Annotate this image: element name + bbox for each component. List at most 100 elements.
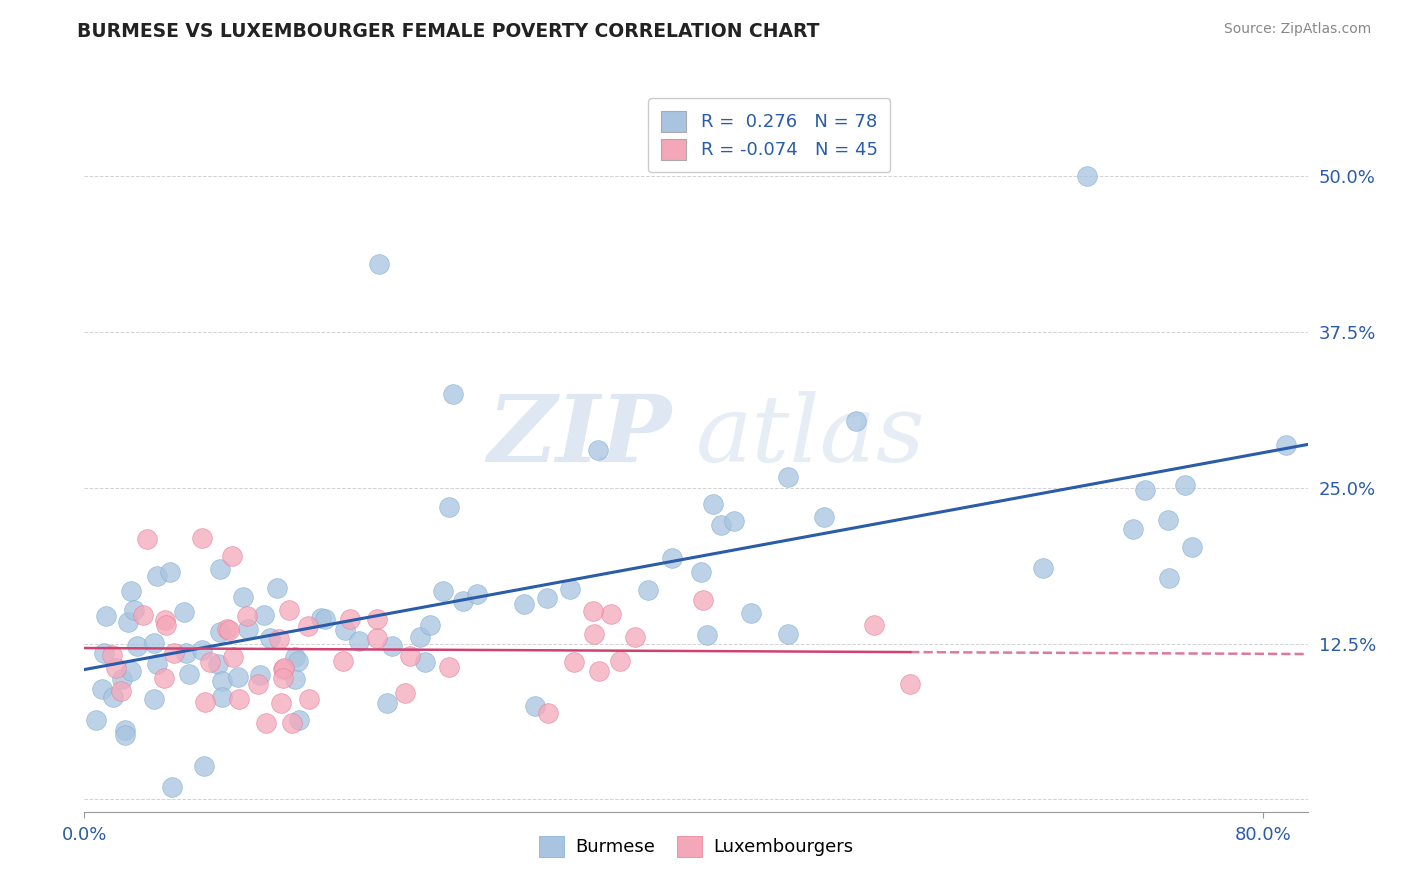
Point — [209, 562, 232, 576]
Point — [366, 632, 388, 646]
Point — [211, 673, 233, 688]
Point — [600, 607, 623, 621]
Point — [333, 624, 356, 638]
Point — [465, 587, 488, 601]
Point — [778, 627, 800, 641]
Point — [222, 649, 245, 664]
Point — [253, 608, 276, 623]
Point — [249, 667, 271, 681]
Point — [120, 664, 142, 678]
Point — [637, 583, 659, 598]
Point — [159, 566, 181, 580]
Point — [281, 715, 304, 730]
Point — [155, 618, 177, 632]
Point — [200, 655, 222, 669]
Point — [110, 672, 132, 686]
Point — [208, 624, 231, 639]
Point — [419, 618, 441, 632]
Point — [114, 723, 136, 737]
Point — [145, 569, 167, 583]
Point — [314, 612, 336, 626]
Point — [339, 612, 361, 626]
Point — [193, 759, 215, 773]
Point — [266, 581, 288, 595]
Point — [558, 582, 581, 597]
Point — [288, 714, 311, 728]
Point — [236, 622, 259, 636]
Point — [120, 583, 142, 598]
Point — [562, 656, 585, 670]
Point — [297, 618, 319, 632]
Point — [690, 566, 713, 580]
Point — [173, 605, 195, 619]
Point — [451, 594, 474, 608]
Point — [84, 713, 107, 727]
Point — [1174, 477, 1197, 491]
Point — [309, 611, 332, 625]
Point — [441, 387, 464, 401]
Point — [368, 257, 391, 271]
Point — [211, 690, 233, 704]
Point — [1122, 522, 1144, 536]
Point — [813, 509, 835, 524]
Point — [114, 728, 136, 742]
Point — [513, 598, 536, 612]
Point — [432, 584, 454, 599]
Point — [100, 648, 122, 662]
Point — [862, 617, 884, 632]
Point — [228, 692, 250, 706]
Point — [415, 655, 437, 669]
Point — [696, 628, 718, 642]
Point — [194, 695, 217, 709]
Point — [375, 696, 398, 710]
Point — [284, 650, 307, 665]
Point — [1181, 540, 1204, 554]
Point — [536, 591, 558, 605]
Point — [439, 500, 461, 515]
Point — [582, 626, 605, 640]
Point — [624, 630, 647, 644]
Point — [232, 590, 254, 604]
Point — [439, 660, 461, 674]
Point — [278, 603, 301, 617]
Point — [269, 632, 291, 647]
Point — [394, 686, 416, 700]
Text: ZIP: ZIP — [488, 391, 672, 481]
Point — [298, 692, 321, 706]
Text: atlas: atlas — [696, 391, 925, 481]
Point — [247, 677, 270, 691]
Point — [143, 692, 166, 706]
Point — [215, 622, 238, 636]
Point — [163, 646, 186, 660]
Point — [588, 664, 610, 678]
Point — [399, 648, 422, 663]
Point — [221, 549, 243, 564]
Point — [190, 642, 212, 657]
Point — [898, 676, 921, 690]
Point — [236, 608, 259, 623]
Point — [1032, 561, 1054, 575]
Point — [101, 690, 124, 704]
Point — [124, 603, 146, 617]
Legend: Burmese, Luxembourgers: Burmese, Luxembourgers — [531, 829, 860, 864]
Point — [692, 593, 714, 607]
Point — [104, 660, 127, 674]
Point — [94, 609, 117, 624]
Point — [740, 606, 762, 620]
Point — [1076, 169, 1098, 184]
Point — [218, 623, 240, 637]
Point — [723, 514, 745, 528]
Point — [381, 639, 404, 653]
Point — [254, 716, 277, 731]
Point — [132, 608, 155, 623]
Point — [349, 634, 371, 648]
Point — [1133, 483, 1156, 497]
Point — [661, 551, 683, 566]
Point — [1157, 571, 1180, 585]
Point — [287, 654, 309, 668]
Point — [191, 531, 214, 545]
Point — [702, 497, 724, 511]
Point — [332, 654, 354, 668]
Point — [524, 698, 547, 713]
Point — [273, 661, 295, 675]
